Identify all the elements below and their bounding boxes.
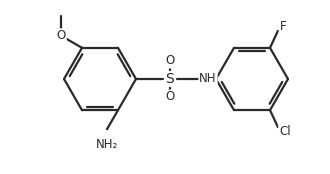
Text: S: S — [166, 72, 174, 86]
Text: NH: NH — [199, 73, 217, 85]
Text: NH₂: NH₂ — [96, 138, 118, 151]
Text: Cl: Cl — [279, 125, 291, 138]
Text: F: F — [280, 20, 286, 33]
Text: O: O — [165, 54, 175, 68]
Text: O: O — [165, 90, 175, 104]
Text: O: O — [56, 29, 66, 42]
